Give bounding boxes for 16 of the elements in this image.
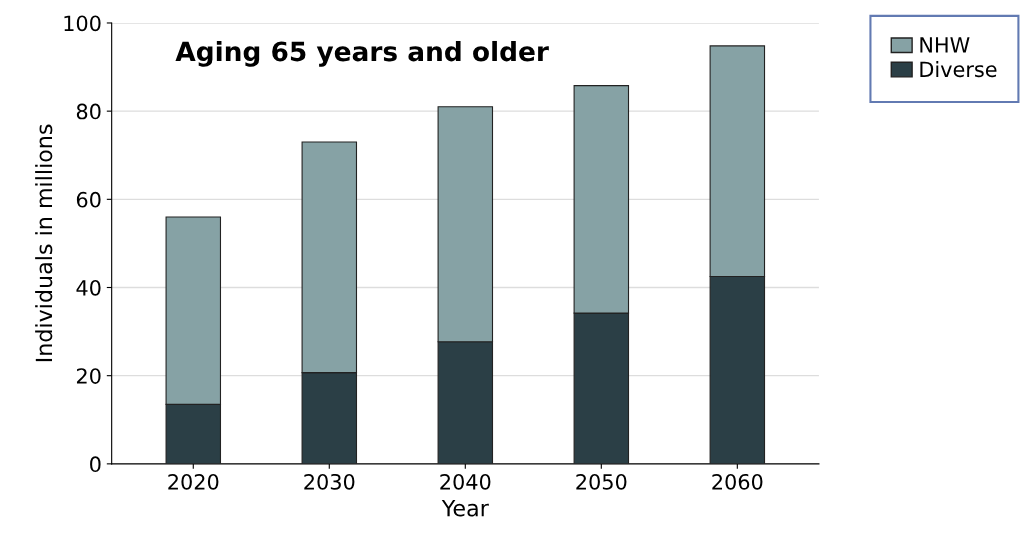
y-tick-label: 60 bbox=[76, 191, 101, 208]
y-tick-label: 80 bbox=[76, 103, 101, 120]
y-tick-label: 40 bbox=[76, 279, 101, 296]
x-tick-label: 2020 bbox=[168, 473, 219, 490]
y-axis-title: Individuals in millions bbox=[35, 124, 53, 362]
y-tick-label: 20 bbox=[76, 368, 101, 384]
x-tick-label: 2060 bbox=[712, 473, 763, 490]
text: Aging 65 years and older bbox=[175, 40, 549, 67]
legend-label: NHW bbox=[920, 37, 970, 53]
y-tick-label: 100 bbox=[64, 15, 101, 32]
x-tick-label: 2050 bbox=[576, 473, 627, 490]
y-tick-label: 0 bbox=[90, 456, 101, 473]
x-axis-title: Year bbox=[441, 499, 489, 517]
legend-label: Diverse bbox=[920, 61, 997, 78]
x-tick-label: 2040 bbox=[440, 473, 491, 490]
x-tick-label: 2030 bbox=[304, 473, 355, 490]
